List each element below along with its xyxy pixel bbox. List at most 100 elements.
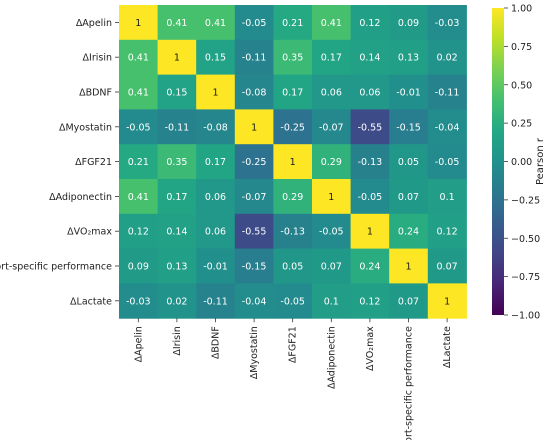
heatmap-cell: [427, 39, 467, 76]
column-label: ΔIrisin: [172, 326, 183, 355]
cell-value-label: -0.15: [242, 262, 267, 273]
heatmap-cell: [312, 179, 352, 215]
cell-value-label: 0.1: [440, 192, 455, 203]
cell-value-label: 0.41: [128, 88, 149, 99]
cell-value-label: 0.17: [166, 192, 187, 203]
row-label: ΔFGF21: [75, 157, 112, 168]
heatmap-cell: [234, 109, 274, 145]
colorbar-tick-label: 0.00: [511, 157, 532, 168]
cell-value-label: 0.14: [359, 53, 380, 64]
heatmap-cell: [234, 283, 274, 319]
cell-value-label: -0.04: [242, 296, 267, 307]
heatmap-cell: [389, 144, 429, 180]
heatmap-cell: [119, 39, 159, 76]
heatmap-cell: [273, 74, 313, 110]
colorbar-gradient: [492, 8, 504, 315]
heatmap-cell: [273, 109, 313, 145]
cell-value-label: 0.41: [166, 18, 187, 29]
heatmap-cell: [427, 179, 467, 215]
cell-value-label: 0.35: [282, 53, 303, 64]
heatmap-cell: [119, 179, 159, 215]
cell-value-label: 1: [174, 53, 180, 64]
heatmap-cell: [196, 283, 236, 319]
cell-value-label: -0.05: [126, 122, 151, 133]
cell-value-label: 0.06: [359, 88, 380, 99]
heatmap-cell: [389, 179, 429, 215]
cell-value-label: -0.11: [165, 122, 190, 133]
cell-value-label: 0.02: [166, 296, 187, 307]
cell-value-label: 0.41: [321, 18, 342, 29]
cell-value-label: -0.55: [358, 122, 383, 133]
cell-value-label: -0.04: [435, 122, 460, 133]
cell-value-label: 0.12: [359, 18, 380, 29]
heatmap-cell: [157, 179, 197, 215]
cell-value-label: -0.55: [242, 227, 267, 238]
cell-value-label: -0.11: [435, 88, 460, 99]
heatmap-cell: [119, 283, 159, 319]
heatmap-cells: 1 0.41 0.41 -0.05 0.21 0.41 0.12 0.09 -0.03 0.41 1…: [119, 5, 467, 319]
column-label: ΔAdiponectin: [326, 326, 337, 389]
cell-value-label: 0.29: [321, 157, 342, 168]
column-label: ΔLactate: [442, 326, 453, 368]
cell-value-label: -0.05: [358, 192, 383, 203]
cell-value-label: -0.13: [358, 157, 383, 168]
row-label: ΔBDNF: [79, 88, 112, 99]
cell-value-label: 0.41: [205, 18, 226, 29]
cell-value-label: -0.11: [242, 53, 267, 64]
colorbar-tick-label: 1.00: [511, 4, 532, 15]
heatmap-cell: [427, 109, 467, 145]
column-label: ΔMyostatin: [249, 326, 260, 379]
cell-value-label: -0.11: [203, 296, 228, 307]
row-label: ΔMyostatin: [59, 122, 112, 133]
heatmap-cell: [350, 74, 390, 110]
cell-value-label: 0.41: [128, 53, 149, 64]
heatmap-cell: [196, 248, 236, 284]
cell-value-label: 1: [444, 296, 450, 307]
heatmap-cell: [234, 144, 274, 180]
heatmap-cell: [196, 39, 236, 76]
heatmap-cell: [427, 74, 467, 110]
cell-value-label: -0.07: [242, 192, 267, 203]
heatmap-cell: [427, 144, 467, 180]
heatmap-cell: [196, 179, 236, 215]
cell-value-label: -0.25: [280, 122, 305, 133]
heatmap-cell: [350, 248, 390, 284]
heatmap-cell: [350, 5, 390, 41]
heatmap-cell: [157, 5, 197, 41]
cell-value-label: 0.06: [205, 227, 226, 238]
heatmap-cell: [196, 109, 236, 145]
heatmap-cell: [312, 39, 352, 76]
heatmap-cell: [427, 283, 467, 319]
cell-value-label: 0.06: [205, 192, 226, 203]
cell-value-label: 0.15: [205, 53, 226, 64]
row-label: ΔIrisin: [83, 53, 112, 64]
cell-value-label: 0.24: [359, 262, 380, 273]
cell-value-label: 0.09: [398, 18, 419, 29]
heatmap-cell: [119, 248, 159, 284]
cell-value-label: 1: [212, 88, 218, 99]
cell-value-label: -0.03: [435, 18, 460, 29]
cell-value-label: 0.05: [282, 262, 303, 273]
heatmap-cell: [389, 283, 429, 319]
column-labels: ΔApelin ΔIrisin ΔBDNF ΔMyostatin ΔFGF21 ΔAdip…: [133, 318, 453, 440]
cell-value-label: 0.02: [437, 53, 458, 64]
heatmap-cell: [234, 5, 274, 41]
heatmap-cell: [427, 5, 467, 41]
cell-value-label: -0.15: [396, 122, 421, 133]
colorbar-tick-label: −1.00: [511, 311, 540, 322]
cell-value-label: 0.35: [166, 157, 187, 168]
heatmap-cell: [119, 74, 159, 110]
heatmap-cell: [350, 39, 390, 76]
cell-value-label: -0.07: [319, 122, 344, 133]
cell-value-label: 0.12: [128, 227, 149, 238]
heatmap-cell: [389, 5, 429, 41]
cell-value-label: -0.13: [280, 227, 305, 238]
column-label: ΔApelin: [133, 326, 144, 362]
heatmap-cell: [196, 144, 236, 180]
cell-value-label: 1: [135, 18, 141, 29]
heatmap-cell: [350, 213, 390, 250]
heatmap-cell: [119, 144, 159, 180]
cell-value-label: 0.15: [166, 88, 187, 99]
heatmap-cell: [157, 213, 197, 250]
